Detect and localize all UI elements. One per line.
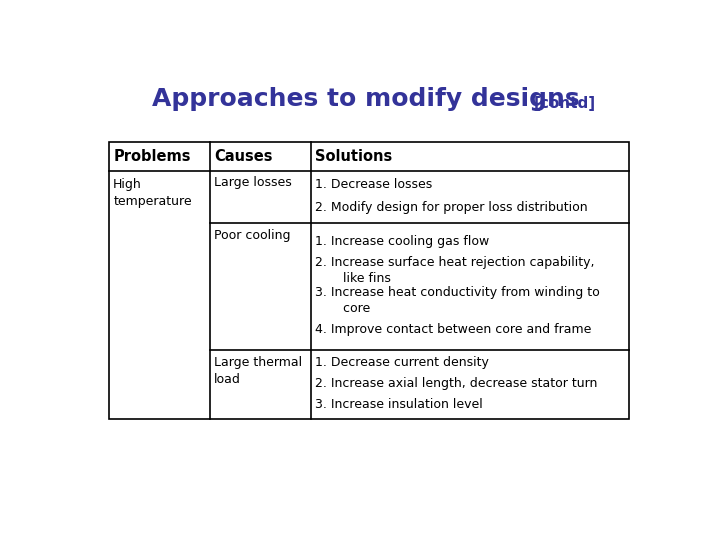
Text: Large thermal
load: Large thermal load xyxy=(214,356,302,386)
Text: 1. Increase cooling gas flow: 1. Increase cooling gas flow xyxy=(315,235,489,248)
Text: Large losses: Large losses xyxy=(214,177,292,190)
Text: 4. Improve contact between core and frame: 4. Improve contact between core and fram… xyxy=(315,323,591,336)
Text: 1. Decrease losses: 1. Decrease losses xyxy=(315,178,432,191)
Text: 3. Increase heat conductivity from winding to
       core: 3. Increase heat conductivity from windi… xyxy=(315,286,600,315)
Text: 2. Increase surface heat rejection capability,
       like fins: 2. Increase surface heat rejection capab… xyxy=(315,256,594,285)
Text: High
temperature: High temperature xyxy=(113,178,192,208)
Bar xyxy=(109,142,629,419)
Text: Poor cooling: Poor cooling xyxy=(214,229,290,242)
Text: Solutions: Solutions xyxy=(315,149,392,164)
Text: Problems: Problems xyxy=(113,149,191,164)
Text: 1. Decrease current density: 1. Decrease current density xyxy=(315,356,489,369)
Text: 3. Increase insulation level: 3. Increase insulation level xyxy=(315,398,482,411)
Text: Approaches to modify designs: Approaches to modify designs xyxy=(152,87,580,111)
Text: 2. Modify design for proper loss distribution: 2. Modify design for proper loss distrib… xyxy=(315,201,588,214)
Text: [contd]: [contd] xyxy=(534,96,595,111)
Text: 2. Increase axial length, decrease stator turn: 2. Increase axial length, decrease stato… xyxy=(315,377,597,390)
Text: Causes: Causes xyxy=(214,149,272,164)
